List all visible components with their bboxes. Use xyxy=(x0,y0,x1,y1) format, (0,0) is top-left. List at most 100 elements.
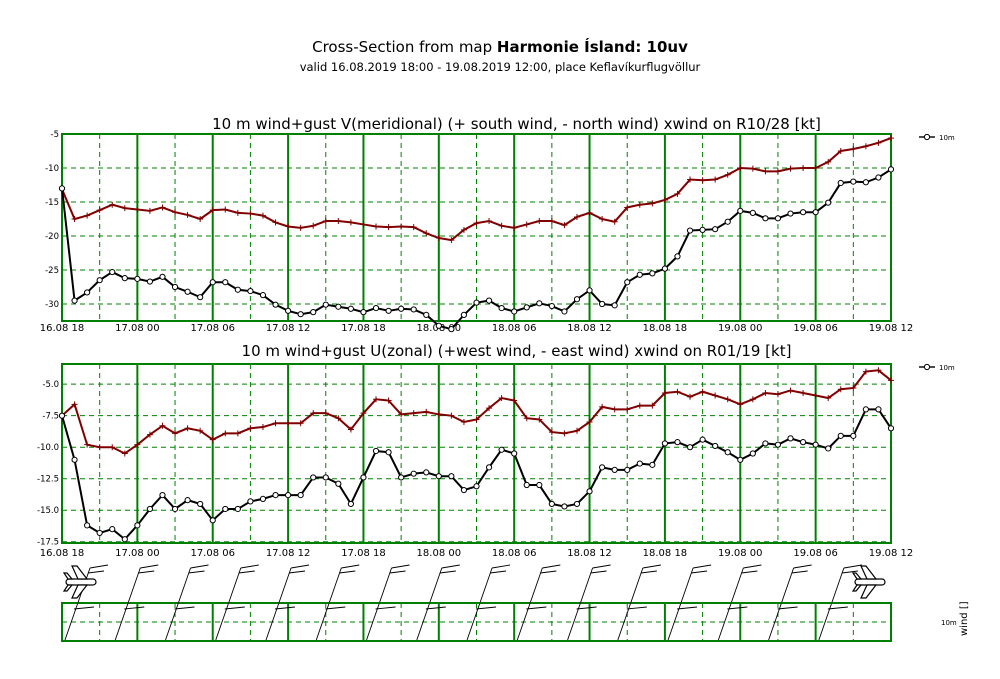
meridional-x-tick-label: 17.08 12 xyxy=(266,323,311,334)
meridional-data-point xyxy=(146,207,153,214)
zonal-data-point xyxy=(184,497,191,504)
zonal-data-point xyxy=(84,522,91,529)
meridional-legend-label: 10m xyxy=(939,134,955,142)
wind-barb-flag xyxy=(490,570,507,574)
meridional-data-point xyxy=(561,308,568,315)
zonal-data-point xyxy=(799,439,807,446)
meridional-data-point xyxy=(686,227,694,234)
zonal-data-point xyxy=(699,436,706,443)
meridional-data-point xyxy=(448,237,455,244)
zonal-data-point xyxy=(473,483,480,490)
wind-barb-flag xyxy=(540,570,557,574)
meridional-data-point xyxy=(423,230,430,237)
zonal-data-point xyxy=(837,386,844,393)
zonal-data-point xyxy=(737,456,744,463)
zonal-data-point xyxy=(561,503,568,510)
wind-barb-flag xyxy=(777,606,798,610)
meridional-data-point xyxy=(209,279,216,286)
meridional-panel-title: 10 m wind+gust V(meridional) (+ south wi… xyxy=(212,115,821,133)
meridional-data-point xyxy=(410,306,417,313)
zonal-data-point xyxy=(322,474,329,481)
zonal-y-tick-label: -7.5 xyxy=(42,412,59,422)
zonal-data-point xyxy=(636,460,643,467)
wind-barb xyxy=(165,564,209,641)
zonal-data-point xyxy=(96,444,103,451)
zonal-data-point xyxy=(762,389,769,396)
meridional-data-point xyxy=(360,221,367,228)
zonal-data-point xyxy=(674,388,681,395)
zonal-data-point xyxy=(586,418,593,425)
zonal-data-point xyxy=(599,464,606,471)
meridional-data-point xyxy=(586,287,593,294)
meridional-y-tick-label: -30 xyxy=(45,300,59,310)
meridional-data-point xyxy=(347,305,354,312)
zonal-data-point xyxy=(398,474,405,481)
zonal-data-point xyxy=(109,444,116,451)
zonal-data-point xyxy=(259,424,266,431)
zonal-legend-label: 10m xyxy=(939,364,955,372)
meridional-data-point xyxy=(712,176,719,183)
meridional-data-point xyxy=(448,326,455,333)
zonal-data-point xyxy=(787,387,794,394)
meridional-data-point xyxy=(284,307,292,314)
wind-barb-flag xyxy=(793,564,812,569)
meridional-data-point xyxy=(611,302,618,309)
zonal-data-point xyxy=(385,449,392,456)
zonal-data-point xyxy=(109,526,116,533)
meridional-data-point xyxy=(862,143,869,150)
zonal-data-point xyxy=(674,439,681,446)
meridional-data-point xyxy=(749,165,756,172)
zonal-data-point xyxy=(335,415,342,422)
meridional-data-point xyxy=(485,297,493,304)
meridional-data-point xyxy=(297,224,304,231)
wind-barb-flag xyxy=(827,606,848,610)
zonal-data-point xyxy=(511,450,518,457)
meridional-data-point xyxy=(649,200,656,207)
zonal-data-point xyxy=(209,436,216,443)
meridional-data-point xyxy=(486,218,493,225)
meridional-data-point xyxy=(523,304,530,311)
meridional-data-point xyxy=(787,210,794,217)
wind-barb-flag xyxy=(693,564,712,569)
meridional-y-tick-label: -5 xyxy=(51,130,59,140)
meridional-data-point xyxy=(699,177,706,184)
barb-axis-label: wind [] xyxy=(959,601,970,636)
wind-barb-flag xyxy=(743,564,762,569)
zonal-data-point xyxy=(197,500,204,508)
wind-barb-flag xyxy=(439,570,456,574)
zonal-data-point xyxy=(712,392,719,399)
barb-level-label: 10m xyxy=(941,619,957,627)
meridional-data-point xyxy=(197,216,204,222)
zonal-x-tick-label: 19.08 00 xyxy=(718,548,763,559)
zonal-data-point xyxy=(222,505,229,513)
zonal-data-point xyxy=(498,446,505,453)
wind-barb-staff xyxy=(617,567,644,641)
wind-barb xyxy=(717,564,762,641)
meridional-wind-panel: -5 -10 -15 -20 -25 -30 16.08 18 17.08 00 17.08 0… xyxy=(40,115,955,334)
meridional-data-point xyxy=(134,206,141,213)
wind-barb-flag xyxy=(626,606,647,610)
zonal-data-point xyxy=(624,406,631,413)
meridional-data-point xyxy=(548,218,555,225)
zonal-data-point xyxy=(812,392,819,399)
meridional-data-point xyxy=(272,301,279,308)
zonal-data-point xyxy=(372,447,380,455)
zonal-data-point xyxy=(96,529,103,537)
zonal-data-point xyxy=(71,401,78,408)
wind-barb-flag xyxy=(391,564,410,569)
meridional-x-tick-label: 18.08 06 xyxy=(492,323,537,334)
zonal-data-point xyxy=(347,500,354,508)
zonal-x-tick-label: 17.08 12 xyxy=(266,548,311,559)
zonal-data-point xyxy=(360,474,367,481)
meridional-data-point xyxy=(71,216,78,222)
meridional-x-tick-label: 19.08 00 xyxy=(718,323,763,334)
wind-barb-flag xyxy=(89,564,109,569)
meridional-data-point xyxy=(573,213,580,220)
meridional-data-point xyxy=(762,215,769,222)
zonal-data-point xyxy=(850,432,857,439)
meridional-data-point xyxy=(762,168,769,175)
wind-barb-flag xyxy=(791,570,808,574)
zonal-data-point xyxy=(121,536,128,543)
meridional-data-point xyxy=(825,158,832,165)
zonal-data-point xyxy=(762,440,769,447)
